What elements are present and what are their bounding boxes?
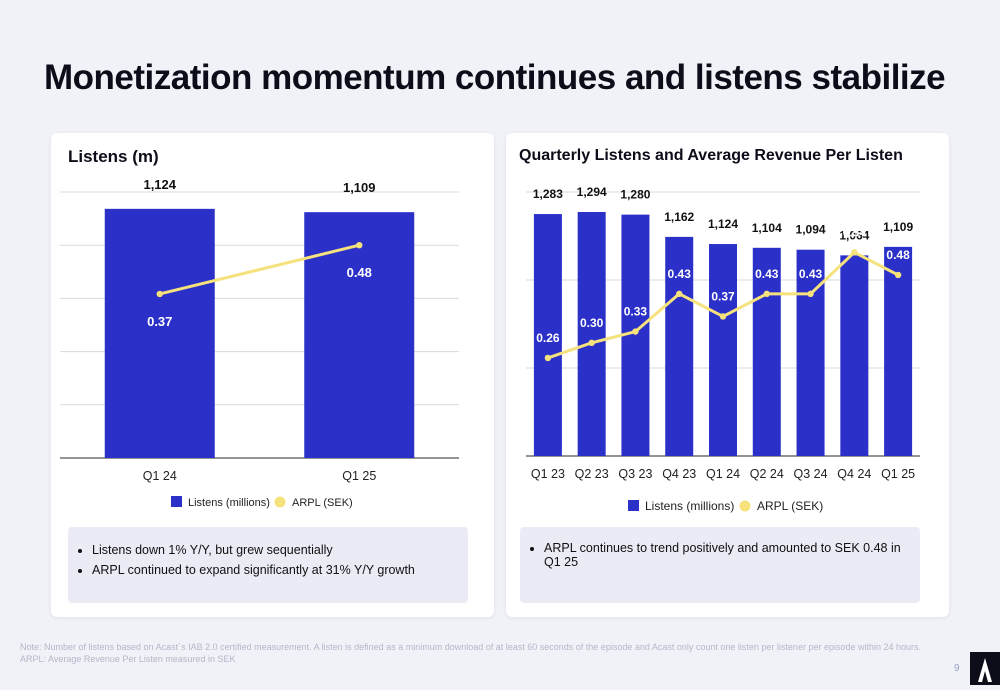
x-tick-label: Q2 23 bbox=[575, 467, 609, 481]
arpl-point bbox=[356, 242, 363, 249]
quarterly-card-title: Quarterly Listens and Average Revenue Pe… bbox=[519, 147, 903, 164]
footnote-line: ARPL: Average Revenue Per Listen measure… bbox=[20, 654, 236, 664]
x-tick-label: Q1 24 bbox=[143, 469, 177, 483]
legend-swatch-arpl bbox=[739, 500, 751, 512]
listens-notes: Listens down 1% Y/Y, but grew sequential… bbox=[68, 527, 468, 603]
legend-label-arpl: ARPL (SEK) bbox=[757, 499, 823, 513]
listens-bar bbox=[104, 208, 215, 458]
legend-swatch-listens bbox=[628, 500, 639, 511]
listens-bar bbox=[533, 214, 562, 456]
note-item: ARPL continues to trend positively and a… bbox=[544, 541, 920, 569]
page-title: Monetization momentum continues and list… bbox=[44, 58, 946, 97]
acast-logo bbox=[970, 652, 1000, 685]
arpl-point bbox=[588, 339, 595, 347]
arpl-point bbox=[763, 290, 770, 298]
arpl-line bbox=[159, 243, 360, 296]
arpl-value-label: 0.48 bbox=[886, 248, 910, 262]
bar-value-label: 1,162 bbox=[664, 210, 694, 224]
arpl-value-label: 0.43 bbox=[668, 267, 692, 281]
listens-bar bbox=[840, 255, 869, 456]
x-tick-label: Q4 24 bbox=[837, 467, 871, 481]
arpl-value-label: 0.43 bbox=[799, 267, 823, 281]
quarterly-notes: ARPL continues to trend positively and a… bbox=[520, 527, 920, 603]
bar-value-label: 1,124 bbox=[143, 177, 176, 192]
listens-bar bbox=[304, 212, 415, 458]
quarterly-chart: 1,283 Q1 23 1,294 Q2 23 1,280 Q3 23 1,162 Q4 23… bbox=[526, 185, 920, 513]
bar-value-label: 1,294 bbox=[577, 185, 607, 199]
legend-swatch-arpl bbox=[274, 496, 286, 508]
bar-value-label: 1,283 bbox=[533, 187, 563, 201]
footnote-line: Note: Number of listens based on Acast´s… bbox=[20, 642, 922, 652]
arpl-value-label: 0.37 bbox=[711, 289, 735, 303]
legend-label-listens: Listens (millions) bbox=[645, 499, 734, 513]
bar-value-label: 1,064 bbox=[839, 228, 869, 242]
bar-value-label: 1,280 bbox=[620, 188, 650, 202]
arpl-value-label: 0.48 bbox=[347, 265, 372, 280]
x-tick-label: Q4 23 bbox=[662, 467, 696, 481]
listens-card: Listens (m) 1,124 Q1 24 1,109 Q1 25 0.37 0.48… bbox=[51, 133, 494, 617]
arpl-point bbox=[544, 354, 552, 362]
note-item: Listens down 1% Y/Y, but grew sequential… bbox=[92, 543, 468, 557]
x-tick-label: Q1 24 bbox=[706, 467, 740, 481]
footnote: Note: Number of listens based on Acast´s… bbox=[20, 641, 921, 665]
listens-bar bbox=[709, 244, 737, 456]
acast-logo-icon bbox=[978, 658, 992, 682]
legend-label-listens: Listens (millions) bbox=[188, 497, 270, 509]
arpl-point bbox=[851, 249, 858, 256]
arpl-value-label: 0.30 bbox=[580, 316, 604, 330]
legend-label-arpl: ARPL (SEK) bbox=[292, 497, 353, 509]
x-tick-label: Q1 25 bbox=[342, 469, 376, 483]
arpl-point bbox=[894, 271, 902, 279]
listens-chart: 1,124 Q1 24 1,109 Q1 25 0.37 0.48 Listens (mil… bbox=[60, 177, 459, 509]
arpl-point bbox=[676, 290, 683, 298]
x-tick-label: Q1 25 bbox=[881, 467, 915, 481]
bar-value-label: 1,109 bbox=[343, 180, 376, 195]
arpl-value-label: 0.33 bbox=[624, 305, 648, 319]
x-tick-label: Q3 23 bbox=[618, 467, 652, 481]
legend-swatch-listens bbox=[171, 496, 182, 507]
bar-value-label: 1,109 bbox=[883, 220, 913, 234]
arpl-point bbox=[807, 290, 814, 298]
listens-bar bbox=[884, 246, 913, 456]
bar-value-label: 1,104 bbox=[752, 221, 782, 235]
page-number: 9 bbox=[954, 663, 960, 674]
arpl-value-label: 0.54 bbox=[843, 225, 867, 239]
note-item: ARPL continued to expand significantly a… bbox=[92, 563, 468, 577]
listens-bar bbox=[577, 211, 606, 456]
bar-value-label: 1,124 bbox=[708, 217, 738, 231]
arpl-point bbox=[156, 290, 163, 298]
arpl-value-label: 0.37 bbox=[147, 314, 172, 329]
arpl-point bbox=[719, 313, 727, 320]
bar-value-label: 1,094 bbox=[796, 223, 826, 237]
listens-card-title: Listens (m) bbox=[68, 147, 159, 166]
quarterly-card: Quarterly Listens and Average Revenue Pe… bbox=[506, 133, 949, 617]
arpl-point bbox=[632, 328, 639, 335]
x-tick-label: Q3 24 bbox=[794, 467, 828, 481]
arpl-value-label: 0.43 bbox=[755, 267, 779, 281]
x-tick-label: Q2 24 bbox=[750, 467, 784, 481]
x-tick-label: Q1 23 bbox=[531, 467, 565, 481]
listens-bar bbox=[665, 236, 694, 456]
arpl-value-label: 0.26 bbox=[536, 331, 560, 345]
listens-bar bbox=[752, 247, 781, 456]
